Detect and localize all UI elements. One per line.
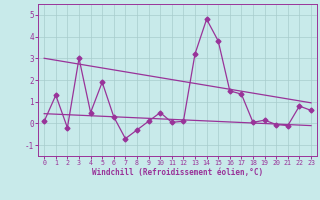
X-axis label: Windchill (Refroidissement éolien,°C): Windchill (Refroidissement éolien,°C) (92, 168, 263, 177)
